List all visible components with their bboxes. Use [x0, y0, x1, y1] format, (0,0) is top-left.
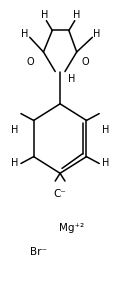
Text: H: H [102, 125, 110, 135]
Text: O: O [27, 57, 35, 67]
Text: H: H [102, 158, 110, 167]
Text: O: O [82, 57, 89, 67]
Text: H: H [11, 125, 19, 135]
Text: H: H [73, 10, 80, 20]
Text: H: H [21, 30, 29, 39]
Text: H: H [11, 158, 19, 167]
Text: C⁻: C⁻ [54, 189, 67, 199]
Text: Mg⁺²: Mg⁺² [59, 223, 84, 233]
Text: H: H [68, 74, 76, 84]
Text: H: H [93, 30, 100, 39]
Text: H: H [41, 10, 48, 20]
Text: Br⁻: Br⁻ [30, 246, 47, 257]
